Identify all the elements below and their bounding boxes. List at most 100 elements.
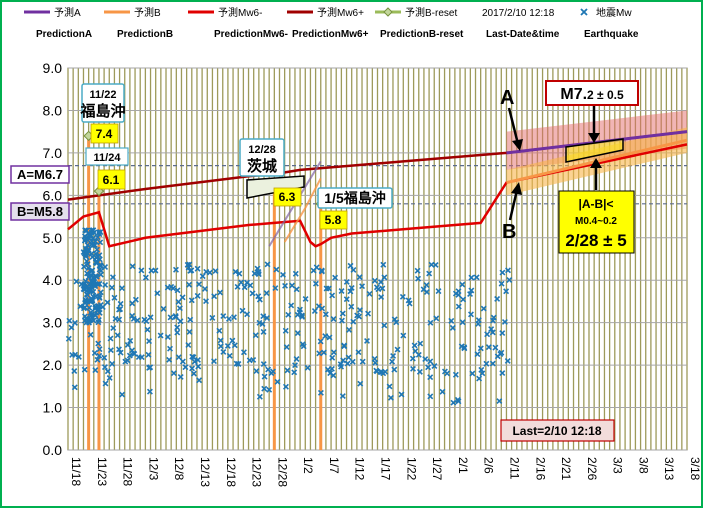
- event-1122-place: 福島沖: [79, 102, 125, 120]
- earthquake-point: [91, 350, 98, 356]
- earthquake-point: [266, 386, 273, 393]
- earthquake-point: [111, 294, 118, 301]
- earthquake-point: [339, 317, 345, 324]
- earthquake-point: [88, 312, 95, 319]
- earthquake-point: [217, 343, 224, 350]
- earthquake-point: [386, 383, 393, 390]
- earthquake-point: [427, 374, 434, 381]
- earthquake-point: [85, 296, 92, 303]
- earthquake-point: [212, 268, 219, 275]
- earthquake-point: [312, 280, 319, 287]
- earthquake-point: [427, 319, 434, 326]
- earthquake-point: [350, 266, 357, 273]
- y-tick-label: 4.0: [43, 272, 63, 288]
- forecast-mag-text: M7.2 ± 0.5: [560, 86, 624, 103]
- x-tick-label: 2/21: [559, 457, 573, 481]
- earthquake-point: [89, 254, 96, 261]
- earthquake-point: [78, 281, 85, 288]
- x-tick-label: 1/2: [301, 457, 315, 474]
- earthquake-point: [391, 316, 398, 323]
- x-tick-label: 3/3: [611, 457, 625, 474]
- earthquake-point: [485, 344, 492, 351]
- earthquake-point: [417, 340, 424, 347]
- legend-label: 予測A: [54, 6, 81, 19]
- earthquake-point: [174, 329, 181, 336]
- earthquake-point: [82, 313, 88, 320]
- earthquake-point: [292, 362, 298, 369]
- earthquake-point: [373, 284, 380, 291]
- earthquake-point: [483, 360, 490, 367]
- earthquake-point: [264, 261, 271, 268]
- earthquake-point: [86, 234, 92, 241]
- earthquake-point: [505, 267, 511, 274]
- earthquake-point: [96, 231, 103, 238]
- y-tick-label: 2.0: [43, 357, 63, 373]
- earthquake-point: [174, 287, 181, 294]
- legend-marker: [580, 8, 588, 16]
- earthquake-point: [288, 302, 295, 309]
- legend-label-en: PredictionB-reset: [380, 29, 464, 40]
- label-a: A: [500, 87, 514, 109]
- earthquake-point: [73, 278, 80, 285]
- earthquake-point: [489, 360, 496, 367]
- earthquake-point: [416, 368, 423, 375]
- earthquake-point: [179, 358, 186, 365]
- earthquake-point: [256, 393, 263, 400]
- earthquake-point: [490, 314, 497, 321]
- event-1228-mag: 6.3: [273, 187, 302, 207]
- earthquake-point: [135, 354, 142, 361]
- earthquake-point: [489, 329, 496, 336]
- earthquake-point: [82, 245, 89, 252]
- earthquake-point: [107, 335, 114, 342]
- earthquake-point: [387, 394, 394, 401]
- diff-line1: |A-B|<: [578, 197, 613, 211]
- earthquake-point: [239, 307, 246, 314]
- x-tick-label: 12/13: [198, 457, 212, 487]
- earthquake-point: [427, 393, 434, 400]
- earthquake-point: [255, 293, 262, 300]
- earthquake-point: [291, 369, 298, 376]
- event-1122-date: 11/22: [90, 89, 117, 101]
- earthquake-point: [93, 273, 100, 280]
- earthquake-point: [211, 293, 218, 300]
- diff-line2: M0.4~0.2: [575, 216, 617, 227]
- earthquake-point: [127, 337, 134, 344]
- earthquake-point: [354, 312, 361, 319]
- earthquake-point: [101, 364, 108, 371]
- earthquake-point: [84, 261, 91, 267]
- earthquake-point: [344, 360, 351, 367]
- earthquake-point: [343, 278, 350, 285]
- earthquake-point: [195, 363, 202, 370]
- earthquake-point: [190, 370, 197, 377]
- earthquake-point: [68, 324, 75, 331]
- earthquake-point: [503, 288, 510, 295]
- earthquake-point: [274, 378, 281, 385]
- earthquake-point: [130, 315, 137, 322]
- earthquake-point: [114, 332, 121, 339]
- earthquake-point: [220, 313, 227, 320]
- earthquake-point: [94, 356, 101, 363]
- earthquake-point: [175, 354, 182, 361]
- earthquake-point: [194, 265, 201, 272]
- earthquake-point: [261, 373, 268, 380]
- earthquake-point: [322, 311, 329, 318]
- event-0105-mag: 5.8: [319, 210, 348, 230]
- earthquake-point: [240, 349, 247, 356]
- ref-label-b: B=M5.8: [10, 202, 70, 221]
- earthquake-point: [147, 364, 154, 371]
- earthquake-point: [186, 328, 193, 335]
- earthquake-point: [324, 366, 331, 373]
- earthquake-point: [148, 267, 155, 274]
- earthquake-point: [343, 296, 350, 303]
- earthquake-point: [85, 265, 92, 271]
- earthquake-point: [415, 275, 422, 282]
- earthquake-point: [340, 357, 347, 364]
- earthquake-point: [350, 318, 357, 325]
- earthquake-point: [91, 229, 98, 236]
- earthquake-point: [144, 326, 151, 333]
- earthquake-point: [229, 337, 236, 344]
- earthquake-point: [282, 327, 289, 334]
- earthquake-point: [75, 353, 82, 360]
- earthquake-point: [170, 370, 177, 377]
- earthquake-point: [211, 358, 217, 365]
